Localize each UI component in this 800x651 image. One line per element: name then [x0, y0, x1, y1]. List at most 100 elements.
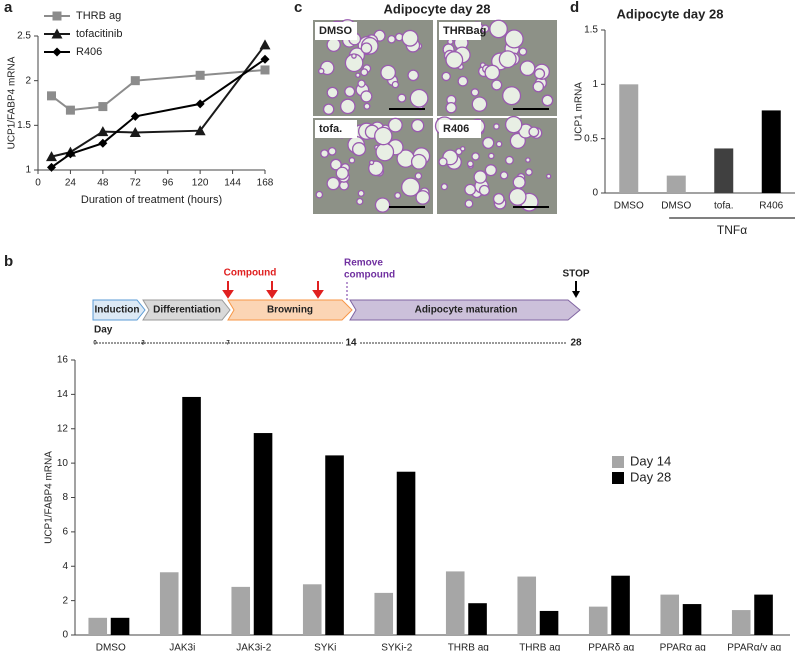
bar [588, 606, 608, 635]
cell [335, 166, 349, 180]
marker [98, 138, 108, 148]
cell [519, 60, 536, 77]
stage-label: Induction [95, 305, 140, 316]
cell [360, 90, 373, 103]
label-bg [439, 22, 481, 40]
cell [391, 80, 400, 89]
cell [357, 189, 365, 197]
cell [318, 67, 325, 75]
x-axis-label: Duration of treatment (hours) [81, 194, 222, 206]
cell [533, 68, 546, 80]
cell [315, 190, 324, 199]
cell [528, 126, 540, 138]
bar [182, 396, 201, 635]
cell [502, 86, 522, 106]
bar [325, 455, 344, 635]
cell [541, 94, 554, 107]
x-tick-label: 168 [257, 178, 274, 189]
x-tick-label: DMSO [614, 201, 644, 212]
cell [374, 126, 393, 146]
day-label: Day [94, 325, 113, 336]
legend-label: THRB ag [76, 10, 121, 22]
y-axis-label: UCP1 mRNA [574, 82, 585, 141]
stage-label: Adipocyte maturation [415, 305, 518, 316]
day-tick: 14 [345, 338, 357, 349]
x-tick-label: PPARδ ag [588, 643, 634, 651]
marker [47, 162, 57, 172]
cell [355, 72, 361, 78]
cell [330, 158, 342, 171]
marker [195, 99, 205, 109]
bar [374, 592, 394, 635]
cell [348, 157, 356, 164]
cell [397, 93, 407, 103]
bar [445, 571, 465, 635]
stage-arrow [349, 299, 581, 321]
panel-letter: c [294, 0, 302, 16]
x-tick-label: 144 [224, 178, 241, 189]
y-tick-label: 6 [62, 527, 68, 538]
series-line [51, 44, 266, 158]
y-tick-label: 0.5 [584, 133, 598, 144]
stage-label: Differentiation [153, 305, 221, 316]
legend-swatch [612, 456, 624, 468]
cell [339, 98, 356, 115]
cell [415, 190, 431, 205]
cell [357, 79, 366, 88]
cell [464, 199, 474, 209]
cell [326, 176, 340, 191]
x-tick-label: PPARα ag [660, 643, 706, 651]
bar [231, 586, 251, 635]
cell [545, 173, 552, 179]
cell [480, 24, 490, 33]
label-bg [315, 22, 357, 40]
y-tick-label: 0 [62, 630, 68, 641]
cell [484, 164, 497, 177]
cell [411, 118, 425, 133]
bar [619, 84, 639, 193]
marker [98, 102, 108, 112]
bar [517, 576, 537, 635]
bar [468, 603, 487, 635]
marker [47, 91, 57, 101]
marker [46, 151, 58, 162]
y-tick-label: 8 [62, 492, 68, 503]
bar [539, 610, 559, 635]
cell [505, 155, 514, 165]
cell [351, 142, 367, 157]
cell [499, 171, 509, 180]
cell [488, 152, 495, 160]
panel-letter: b [4, 253, 13, 270]
marker [65, 105, 75, 115]
cell [320, 149, 329, 158]
bar [754, 594, 773, 635]
day-tick: 28 [570, 338, 582, 349]
y-tick-label: 0 [592, 188, 598, 199]
stage-arrow [227, 299, 353, 321]
x-tick-label: R406 [759, 201, 783, 212]
x-tick-label: 24 [65, 178, 77, 189]
bar [302, 584, 322, 635]
day-tick: 0 [93, 341, 97, 347]
cell [407, 69, 420, 82]
day-bg [343, 337, 359, 349]
y-tick-label: 16 [57, 355, 69, 366]
marker [65, 149, 75, 159]
cell [473, 170, 488, 184]
cell [508, 187, 527, 206]
cell [471, 96, 488, 112]
cell [489, 19, 508, 39]
day-tick: 3 [141, 341, 145, 347]
x-tick-label: SYKi-2 [381, 643, 413, 651]
micrographs: DMSO THRBag tofa. R406 [313, 19, 557, 214]
marker [130, 111, 140, 121]
cell [459, 145, 466, 152]
bar [396, 471, 416, 635]
bar [253, 433, 273, 635]
micrograph-label: THRBag [443, 25, 486, 37]
bar [731, 610, 751, 635]
cell [326, 86, 339, 99]
x-tick-label: JAK3i [169, 643, 195, 651]
y-axis-label: UCP1/FABP4 mRNA [44, 451, 55, 544]
